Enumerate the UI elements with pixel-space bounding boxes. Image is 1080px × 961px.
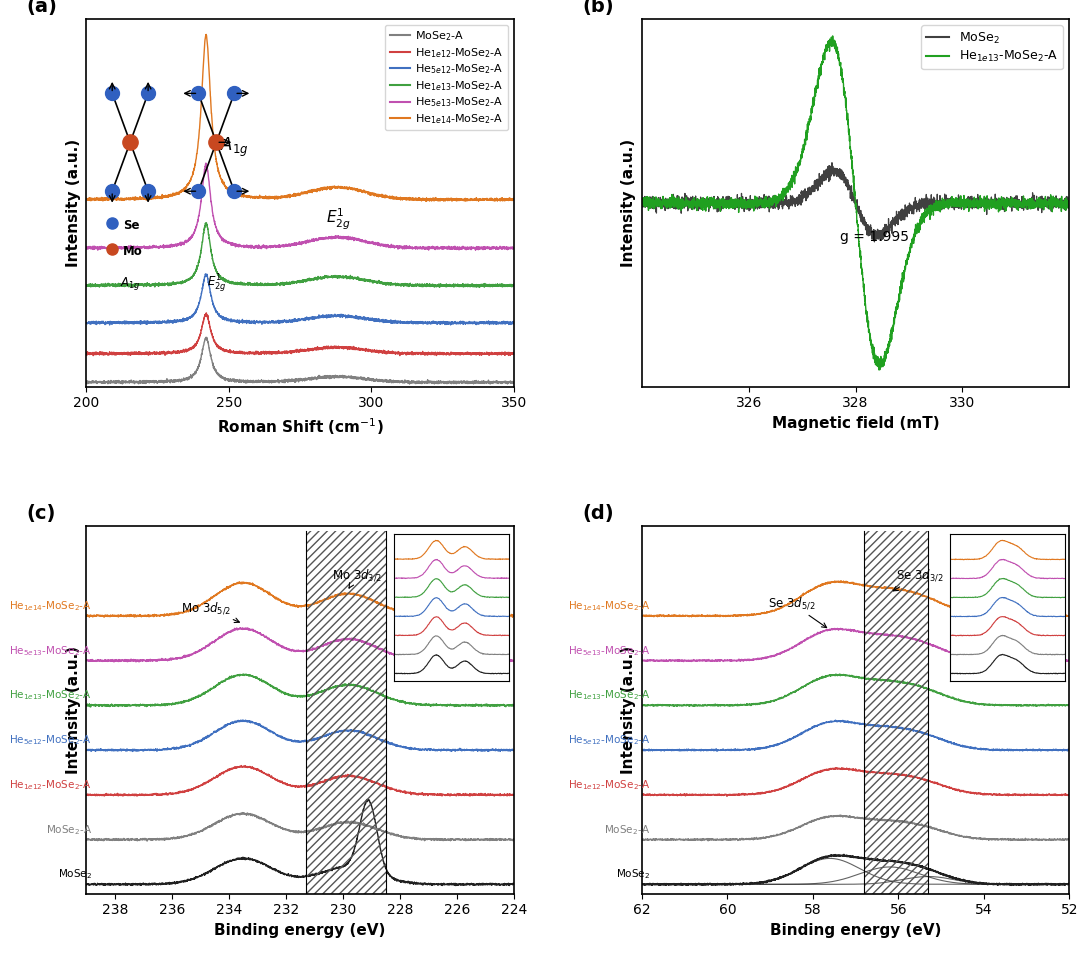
- Y-axis label: Intensity (a.u.): Intensity (a.u.): [66, 139, 81, 267]
- Text: He$_{1e14}$-MoSe$_2$-A: He$_{1e14}$-MoSe$_2$-A: [568, 599, 650, 613]
- Text: (d): (d): [582, 504, 613, 523]
- Text: Se $3d_{3/2}$: Se $3d_{3/2}$: [893, 567, 944, 591]
- Text: $A_{1g}$: $A_{1g}$: [220, 136, 248, 160]
- Text: MoSe$_2$: MoSe$_2$: [58, 868, 92, 881]
- Text: He$_{5e13}$-MoSe$_2$-A: He$_{5e13}$-MoSe$_2$-A: [10, 644, 92, 657]
- X-axis label: Binding energy (eV): Binding energy (eV): [770, 923, 942, 938]
- Text: He$_{1e14}$-MoSe$_2$-A: He$_{1e14}$-MoSe$_2$-A: [10, 599, 92, 613]
- Text: MoSe$_2$-A: MoSe$_2$-A: [46, 823, 92, 837]
- Text: He$_{1e12}$-MoSe$_2$-A: He$_{1e12}$-MoSe$_2$-A: [10, 778, 92, 792]
- Text: He$_{5e12}$-MoSe$_2$-A: He$_{5e12}$-MoSe$_2$-A: [568, 733, 650, 748]
- Text: (c): (c): [27, 504, 56, 523]
- Text: Se $3d_{5/2}$: Se $3d_{5/2}$: [768, 595, 826, 628]
- Text: (b): (b): [582, 0, 613, 16]
- Legend: MoSe$_2$-A, He$_{1e12}$-MoSe$_2$-A, He$_{5e12}$-MoSe$_2$-A, He$_{1e13}$-MoSe$_2$: MoSe$_2$-A, He$_{1e12}$-MoSe$_2$-A, He$_…: [386, 25, 509, 131]
- Text: Mo $3d_{5/2}$: Mo $3d_{5/2}$: [181, 600, 240, 623]
- Text: MoSe$_2$-A: MoSe$_2$-A: [605, 823, 650, 837]
- X-axis label: Roman Shift (cm$^{-1}$): Roman Shift (cm$^{-1}$): [217, 416, 383, 436]
- Legend: MoSe$_2$, He$_{1e13}$-MoSe$_2$-A: MoSe$_2$, He$_{1e13}$-MoSe$_2$-A: [921, 26, 1063, 69]
- Text: Mo $3d_{3/2}$: Mo $3d_{3/2}$: [332, 567, 382, 588]
- Text: He$_{1e13}$-MoSe$_2$-A: He$_{1e13}$-MoSe$_2$-A: [568, 689, 650, 702]
- Text: He$_{5e13}$-MoSe$_2$-A: He$_{5e13}$-MoSe$_2$-A: [568, 644, 650, 657]
- Text: He$_{1e13}$-MoSe$_2$-A: He$_{1e13}$-MoSe$_2$-A: [10, 689, 92, 702]
- X-axis label: Binding energy (eV): Binding energy (eV): [214, 923, 386, 938]
- Text: g = 1.995: g = 1.995: [839, 231, 908, 244]
- Text: (a): (a): [27, 0, 57, 16]
- Text: MoSe$_2$: MoSe$_2$: [617, 868, 650, 881]
- X-axis label: Magnetic field (mT): Magnetic field (mT): [772, 416, 940, 431]
- Text: $E^1_{2g}$: $E^1_{2g}$: [326, 208, 350, 233]
- Y-axis label: Intensity (a.u.): Intensity (a.u.): [621, 139, 636, 267]
- Y-axis label: Intensity (a.u.): Intensity (a.u.): [621, 646, 636, 774]
- Text: He$_{1e12}$-MoSe$_2$-A: He$_{1e12}$-MoSe$_2$-A: [568, 778, 650, 792]
- Text: He$_{5e12}$-MoSe$_2$-A: He$_{5e12}$-MoSe$_2$-A: [10, 733, 92, 748]
- Y-axis label: Intensity (a.u.): Intensity (a.u.): [66, 646, 81, 774]
